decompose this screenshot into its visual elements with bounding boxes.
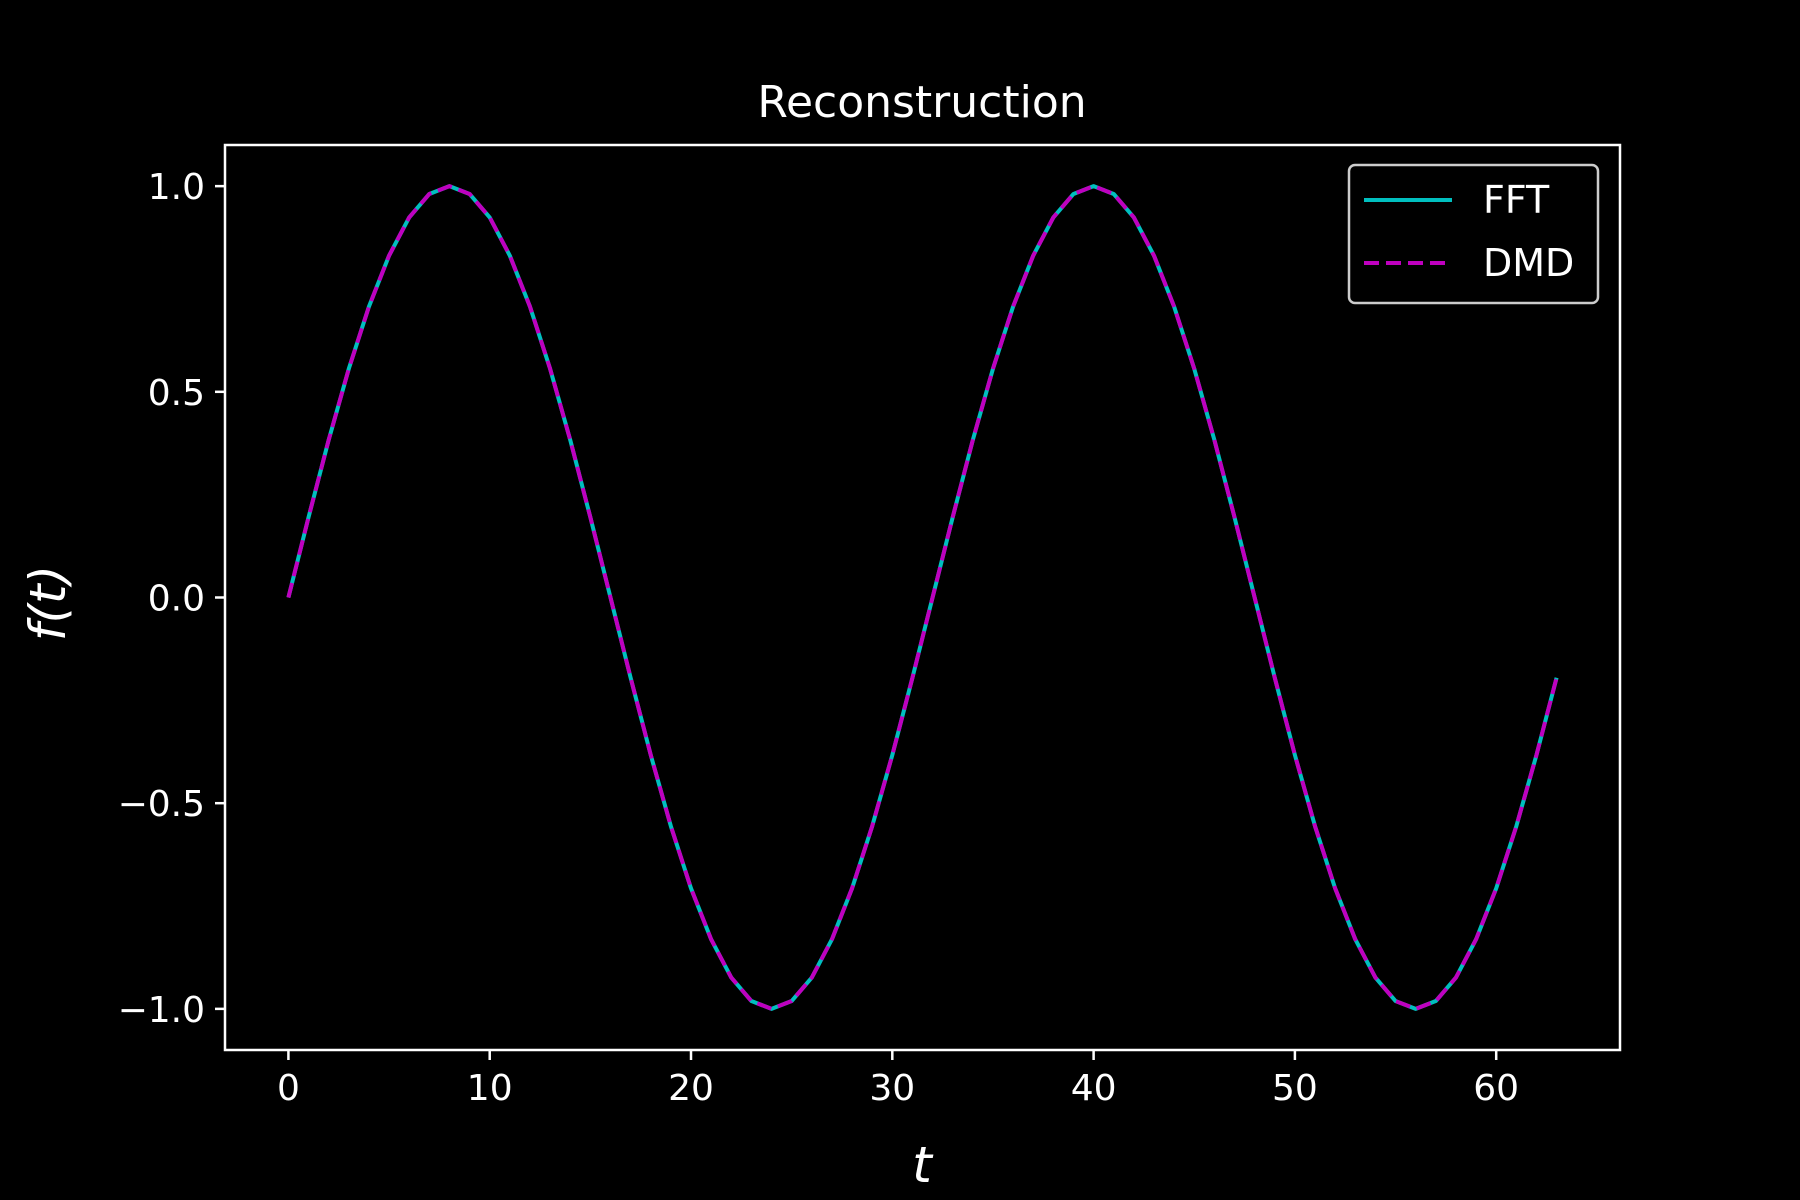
legend-label-dmd: DMD bbox=[1483, 241, 1574, 285]
y-tick-label: −1.0 bbox=[118, 990, 205, 1031]
series-line-dmd bbox=[286, 184, 1559, 1011]
y-tick-label: 0.0 bbox=[148, 579, 205, 620]
chart-title: Reconstruction bbox=[757, 77, 1086, 128]
y-tick-label: 0.5 bbox=[148, 373, 205, 414]
x-axis-label: t bbox=[912, 1136, 934, 1194]
x-tick-label: 10 bbox=[467, 1068, 513, 1109]
plot-area: 0 10 20 30 40 50 60 1.0 0.5 0.0 −0.5 −1.0 bbox=[118, 143, 1622, 1109]
x-tick-label: 50 bbox=[1272, 1068, 1318, 1109]
legend-label-fft: FFT bbox=[1483, 178, 1550, 222]
y-tick-label: 1.0 bbox=[148, 167, 205, 208]
x-tick-label: 0 bbox=[277, 1068, 300, 1109]
x-tick-label: 20 bbox=[668, 1068, 714, 1109]
y-axis-label: f(t) bbox=[19, 565, 77, 641]
legend: FFT DMD bbox=[1347, 163, 1600, 305]
x-tick-label: 60 bbox=[1473, 1068, 1519, 1109]
x-tick-label: 30 bbox=[869, 1068, 915, 1109]
y-tick-label: −0.5 bbox=[118, 784, 205, 825]
x-tick-label: 40 bbox=[1071, 1068, 1117, 1109]
